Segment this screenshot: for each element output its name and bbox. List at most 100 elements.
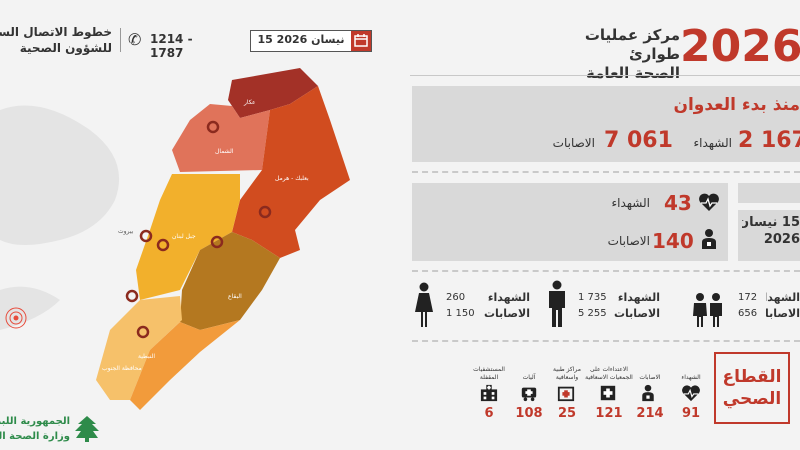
woman-icon	[414, 282, 434, 328]
map-marker	[136, 325, 150, 339]
calendar-icon	[351, 31, 371, 51]
hotline-number: 1214 - 1787	[150, 32, 193, 60]
health-item-label: مراكز طبية واسعافية	[553, 366, 581, 381]
dashed-separator-1	[412, 171, 800, 173]
daily-killed-label: الشهداء	[611, 196, 650, 210]
header-divider	[410, 75, 800, 76]
children-icon	[692, 292, 724, 328]
children-killed-label: الشهداء	[766, 291, 800, 304]
map-marker	[258, 205, 272, 219]
dashed-separator-3	[412, 340, 800, 342]
women-injured-label: الاصابات	[483, 307, 530, 320]
hospital-icon	[479, 384, 499, 402]
men-injured-label: الاصابات	[613, 307, 660, 320]
region-mount-lebanon	[136, 174, 240, 300]
ambulance-icon	[519, 384, 539, 402]
daily-injured-label: الاصابات	[607, 234, 650, 248]
background-landmass-2	[0, 286, 60, 330]
health-sector-title-line1: القطاع	[722, 367, 782, 387]
daily-date: 15 نيسان 2026	[742, 214, 800, 248]
map-label-nabatieh: النبطية	[138, 353, 155, 360]
daily-killed-value: 43	[664, 191, 692, 215]
since-injured-label: الاصابات	[552, 136, 595, 150]
children-killed-value: 172	[738, 292, 758, 303]
map-marker	[210, 235, 224, 249]
health-item-value: 214	[636, 406, 664, 421]
health-item-label: الاعتداءات على الجمعيات الاسعافية	[585, 366, 633, 381]
map-marker	[125, 289, 139, 303]
map-label-bekaa: البقاع	[228, 293, 242, 300]
map-label-mount-lebanon: جبل لبنان	[172, 233, 196, 240]
daily-injured-value: 140	[652, 229, 694, 253]
republic-label: الجمهورية اللبنانية	[0, 416, 70, 427]
children-injured-label: الاصابات	[766, 307, 800, 320]
health-item-value: 121	[595, 406, 623, 421]
since-aggression-title: منذ بدء العدوان	[673, 95, 800, 115]
heart-pulse-icon	[698, 192, 720, 212]
since-killed-value: 2 167	[738, 128, 800, 153]
ministry-label: وزارة الصحة العامة	[0, 431, 70, 442]
health-sector-title-line2: الصحي	[722, 389, 782, 409]
map-marker	[206, 120, 220, 134]
women-injured-value: 1 150	[446, 308, 475, 319]
background-landmass	[0, 105, 120, 245]
phone-icon: ✆	[128, 30, 142, 49]
dashed-separator-2	[412, 270, 800, 272]
ministry-logo-icon	[72, 414, 102, 448]
map-marker	[156, 238, 170, 252]
daily-date-line1: 15 نيسان	[742, 215, 800, 230]
date-text: 15 نيسان 2026	[257, 33, 345, 46]
health-item-value: 91	[681, 406, 701, 421]
location-marker-sea	[5, 307, 27, 329]
hotline-separator	[120, 28, 121, 52]
map-label-baalbek: بعلبك - هرمل	[275, 175, 309, 182]
region-akkar	[228, 68, 318, 118]
daily-date-panel-top	[738, 183, 800, 203]
map-label-akkar: عكار	[243, 99, 256, 106]
men-killed-value: 1 735	[578, 292, 607, 303]
daily-date-line2: 2026	[763, 232, 800, 247]
health-sector-title: القطاع الصحي	[714, 352, 790, 424]
men-injured-value: 5 255	[578, 308, 607, 319]
year-title: 2026	[680, 21, 800, 72]
paramedic-icon	[599, 384, 617, 402]
region-bekaa	[180, 232, 280, 330]
heart-pulse-icon	[681, 384, 701, 402]
hotline-label: خطوط الاتصال الساخنة للشؤون الصحية	[0, 24, 112, 56]
ministry-name: الجمهورية اللبنانية وزارة الصحة العامة	[0, 414, 70, 444]
region-north	[172, 104, 270, 172]
center-title: مركز عمليات طوارئ الصحة العامة	[540, 26, 680, 83]
children-injured-value: 656	[738, 308, 758, 319]
map-label-beirut: بيروت	[118, 228, 134, 235]
since-killed-label: الشهداء	[693, 136, 732, 150]
center-title-line2: الصحة العامة	[586, 64, 680, 82]
hotline-label-line1: خطوط الاتصال الساخنة	[0, 25, 112, 39]
map-marker	[139, 229, 153, 243]
hotline-label-line2: للشؤون الصحية	[19, 41, 112, 55]
injured-person-icon	[700, 228, 718, 250]
since-aggression-panel	[412, 86, 800, 162]
daily-stats-panel	[412, 183, 728, 261]
health-item-label: آليات	[522, 374, 536, 381]
health-item-value: 108	[515, 406, 543, 421]
region-nabatieh	[130, 320, 240, 410]
health-item-label: المستشفيات المقفلة	[473, 366, 505, 381]
health-item-label: الشهداء	[681, 374, 701, 381]
lebanon-map: عكار الشمال بعلبك - هرمل جبل لبنان بيروت…	[0, 68, 350, 410]
men-killed-label: الشهداء	[617, 291, 660, 304]
health-item-value: 6	[484, 406, 494, 421]
women-killed-value: 260	[446, 292, 466, 303]
daily-date-panel	[738, 210, 800, 261]
map-label-north: الشمال	[215, 148, 234, 155]
date-box: 15 نيسان 2026	[250, 30, 372, 52]
women-killed-label: الشهداء	[487, 291, 530, 304]
man-icon	[546, 280, 568, 328]
center-title-line1: مركز عمليات طوارئ	[584, 26, 680, 63]
medical-center-icon	[557, 384, 575, 402]
region-south-gov	[96, 296, 182, 400]
health-item-label: الاصابات	[639, 374, 661, 381]
injured-person-icon	[640, 384, 656, 402]
since-injured-value: 7 061	[604, 128, 673, 153]
map-markers	[125, 120, 272, 339]
health-item-value: 25	[557, 406, 577, 421]
